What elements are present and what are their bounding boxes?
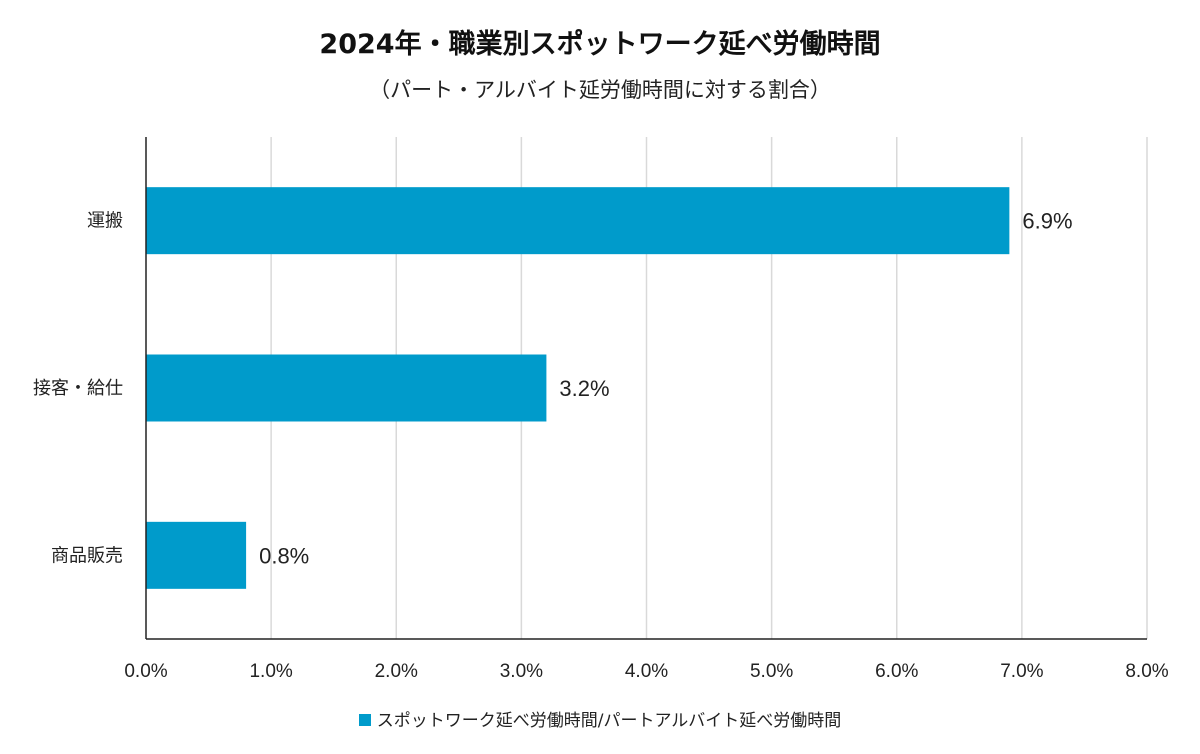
x-tick-label: 3.0% [500, 661, 543, 682]
bar [146, 187, 1010, 255]
category-label: 運搬 [87, 211, 123, 232]
x-tick-label: 1.0% [249, 661, 292, 682]
x-tick-label: 8.0% [1125, 661, 1168, 682]
bar [146, 521, 247, 589]
x-tick-label: 5.0% [750, 661, 793, 682]
x-tick-label: 7.0% [1000, 661, 1043, 682]
value-label: 3.2% [559, 376, 609, 401]
value-label: 6.9% [1022, 209, 1072, 234]
category-label: 接客・給仕 [33, 378, 123, 399]
x-tick-label: 4.0% [625, 661, 668, 682]
category-label: 商品販売 [51, 545, 123, 566]
legend-label: スポットワーク延べ労働時間/パートアルバイト延べ労働時間 [376, 711, 842, 731]
x-tick-label: 0.0% [124, 661, 167, 682]
x-tick-label: 6.0% [875, 661, 918, 682]
legend: スポットワーク延べ労働時間/パートアルバイト延べ労働時間 [0, 706, 1200, 731]
bar [146, 354, 547, 422]
chart-subtitle: （パート・アルバイト延労働時間に対する割合） [369, 78, 831, 102]
chart-title: 2024年・職業別スポットワーク延べ労働時間 [319, 29, 881, 60]
x-tick-label: 2.0% [375, 661, 418, 682]
value-label: 0.8% [259, 543, 309, 568]
legend-swatch [358, 714, 371, 726]
